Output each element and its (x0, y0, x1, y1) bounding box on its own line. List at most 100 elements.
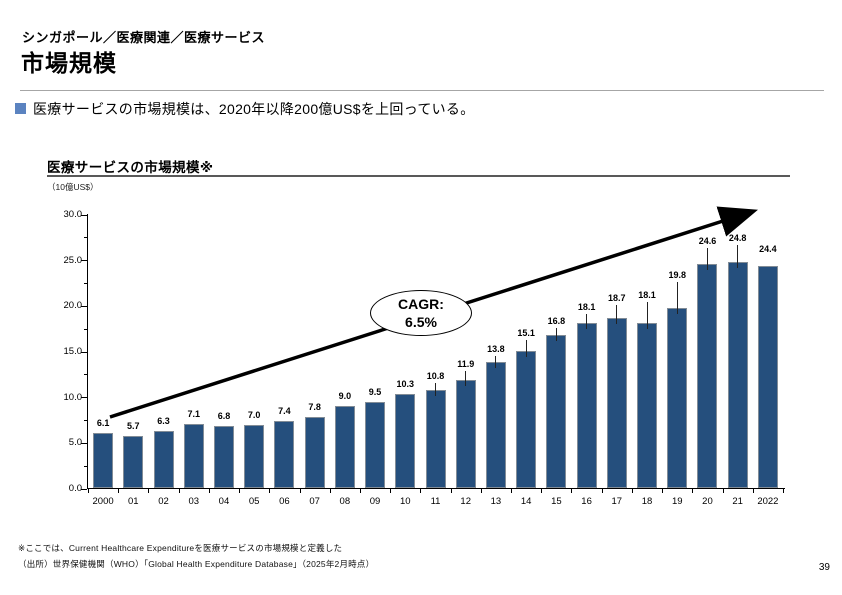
x-axis-label: 13 (490, 496, 502, 507)
x-axis-label: 2022 (757, 496, 779, 507)
bar-label-leader-line (465, 370, 467, 386)
x-axis-tick (359, 488, 361, 493)
bar (123, 436, 144, 489)
y-axis-tick (81, 305, 87, 307)
y-axis-tick-label: 0.0 (68, 483, 82, 494)
x-axis-label: 09 (369, 496, 381, 507)
x-axis-label: 21 (732, 496, 743, 507)
bar (93, 432, 114, 489)
bar (516, 350, 537, 489)
x-axis-label: 17 (611, 496, 623, 507)
bar (546, 335, 567, 489)
header-divider (20, 90, 824, 91)
x-axis-tick (541, 488, 543, 493)
bar (183, 423, 204, 489)
x-axis-tick (329, 488, 331, 493)
x-axis-tick (390, 488, 392, 493)
bar (274, 420, 295, 489)
cagr-label-line1: CAGR: (398, 295, 444, 312)
bar (334, 406, 355, 489)
bar-value-label: 11.9 (457, 358, 475, 369)
y-axis-minor-tick (83, 328, 87, 330)
x-axis-tick (601, 488, 603, 493)
chart-unit-label: （10億US$） (47, 182, 99, 192)
x-axis-label: 16 (581, 496, 592, 507)
bar-label-leader-line (555, 328, 557, 342)
x-axis-label: 01 (128, 496, 139, 507)
bar (637, 323, 658, 489)
x-axis-tick (299, 488, 301, 493)
cagr-annotation: CAGR: 6.5% (370, 290, 472, 336)
bar-value-label: 7.8 (308, 402, 321, 413)
y-axis-tick (81, 442, 87, 444)
x-axis-label: 15 (551, 496, 562, 507)
bar-label-leader-line (435, 382, 436, 396)
bar (667, 307, 688, 489)
x-axis-tick (511, 488, 513, 493)
x-axis-label: 04 (218, 496, 230, 507)
bar (365, 401, 386, 489)
bar-value-label: 15.1 (517, 327, 535, 338)
bar-value-label: 24.8 (728, 232, 747, 243)
x-axis-tick (662, 488, 664, 493)
bar (606, 317, 627, 489)
x-axis-label: 03 (188, 496, 200, 507)
summary-text: 医療サービスの市場規模は、2020年以降200億US$を上回っている。 (33, 101, 475, 117)
x-axis-tick (571, 488, 573, 493)
bar (213, 426, 234, 489)
x-axis-tick (450, 488, 452, 493)
bar-value-label: 18.1 (638, 290, 656, 301)
bar (697, 263, 718, 489)
y-axis-minor-tick (83, 283, 87, 284)
bar-label-leader-line (525, 339, 527, 357)
x-axis-label: 14 (520, 496, 532, 507)
x-axis-tick (420, 488, 422, 493)
breadcrumb: シンガポール／医療関連／医療サービス (22, 30, 266, 45)
bar-value-label: 10.3 (396, 379, 415, 390)
bar-value-label: 18.1 (577, 302, 596, 313)
x-axis-tick (148, 488, 150, 493)
x-axis-label: 05 (248, 496, 260, 507)
y-axis-tick (81, 260, 87, 262)
chart-title: 医療サービスの市場規模※ (47, 160, 214, 175)
x-axis-tick (239, 488, 241, 493)
bar-label-leader-line (586, 314, 588, 330)
x-axis-tick (118, 488, 120, 493)
y-axis-tick-label: 20.0 (63, 300, 83, 312)
x-axis-tick (783, 488, 784, 493)
x-axis-label: 10 (399, 496, 411, 507)
x-axis-label: 19 (671, 496, 683, 507)
bar-label-leader-line (676, 281, 678, 314)
x-axis-tick (752, 488, 754, 493)
bar-value-label: 10.8 (426, 370, 445, 381)
x-axis-tick (269, 488, 271, 493)
y-axis-minor-tick (83, 465, 87, 467)
y-axis-tick-label: 5.0 (68, 437, 82, 449)
bar (576, 323, 597, 489)
bar (304, 417, 325, 489)
x-axis-label: 2000 (92, 496, 114, 507)
y-axis-tick (81, 214, 87, 216)
y-axis-tick (81, 397, 87, 399)
x-axis-tick (722, 488, 724, 493)
x-axis-label: 12 (460, 496, 471, 507)
bar (485, 362, 506, 489)
y-axis-tick-label: 10.0 (63, 391, 83, 403)
y-axis-line (86, 214, 88, 489)
x-axis-label: 20 (702, 496, 713, 507)
bar (727, 261, 748, 489)
chart-title-divider (47, 175, 790, 177)
x-axis-label: 18 (641, 496, 653, 507)
bar (395, 394, 416, 489)
x-axis-label: 11 (430, 496, 441, 507)
bar-label-leader-line (616, 304, 618, 324)
y-axis-minor-tick (83, 374, 87, 376)
y-axis-tick (81, 351, 87, 353)
bar-value-label: 5.7 (127, 421, 140, 432)
x-axis-label: 06 (279, 496, 290, 507)
x-axis-tick (692, 488, 694, 493)
bar (153, 430, 174, 489)
page-number: 39 (818, 562, 830, 573)
bullet-square-icon (15, 103, 26, 114)
bar-label-leader-line (737, 244, 739, 268)
